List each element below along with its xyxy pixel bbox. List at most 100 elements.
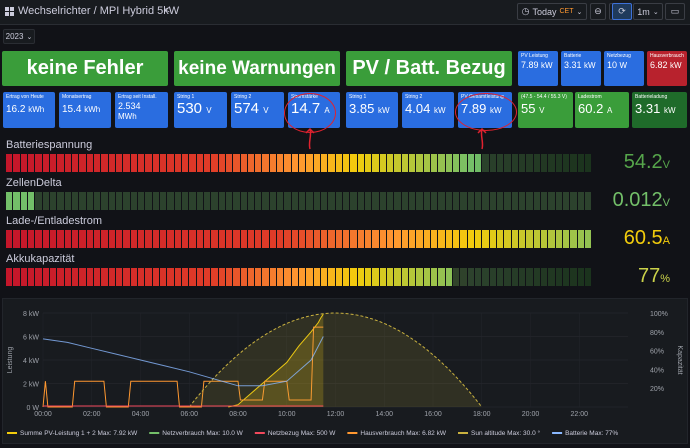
gauge-segment (453, 268, 460, 286)
gauge-segment (255, 268, 262, 286)
stat-label: String 1 (177, 94, 195, 100)
gauge-segment (394, 154, 401, 172)
gauge-segment (416, 154, 423, 172)
gauge-segment (365, 230, 372, 248)
gauge-segment (108, 192, 115, 210)
gauge-segment (174, 192, 181, 210)
x-tick-label: 16:00 (424, 411, 442, 418)
gauge-segment (540, 154, 548, 172)
gauge-segment (504, 230, 511, 248)
gauge-segment (64, 268, 71, 286)
x-tick-label: 00:00 (34, 411, 52, 418)
gauge-segment (504, 268, 511, 286)
x-tick-label: 20:00 (522, 411, 540, 418)
y-tick-label: 2 kW (23, 382, 39, 389)
gauge-segment (277, 192, 284, 210)
gauge-segment (313, 192, 321, 210)
gauge-segment (343, 268, 350, 286)
gauge-segment (335, 192, 343, 210)
gauge-segment (49, 192, 57, 210)
stat-label: Batterieladung (635, 94, 668, 100)
tv-mode-button[interactable]: ▭ (665, 3, 685, 20)
gauge-segment (262, 268, 269, 286)
gauge-segment (13, 230, 20, 248)
gauge-segment (130, 268, 137, 286)
gauge-segment (152, 192, 159, 210)
gauge-segment (555, 230, 562, 248)
zoom-out-button[interactable]: ⊖ (590, 3, 606, 20)
y2-tick-label: 20% (650, 386, 664, 393)
gauge-segment (27, 230, 35, 248)
gauge-segment (13, 268, 20, 286)
gauge-segment (108, 230, 115, 248)
gauge-segment (218, 268, 225, 286)
gauge-segment (562, 154, 570, 172)
gauge-segment (299, 230, 306, 248)
gauge-segment (35, 268, 42, 286)
gauge-segment (379, 154, 387, 172)
gauge-value-cell-delta: 0.012V (612, 189, 670, 211)
gauge-segment (555, 154, 562, 172)
yield-today-panel: Ertrag von Heute 16.2 kWh (3, 92, 55, 128)
legend-label: Summe PV-Leistung 1 + 2 Max: 7.92 kW (20, 430, 138, 437)
gauge-segment (335, 230, 343, 248)
top-bar: Wechselrichter / MPI Hybrid 5kW < ◷ Toda… (0, 0, 690, 25)
gauge-segment (562, 230, 570, 248)
x-tick-label: 12:00 (327, 411, 345, 418)
gauge-segment (86, 154, 93, 172)
stat-value: 60.2 A (578, 101, 613, 116)
gauge-segment (225, 192, 233, 210)
gauge-segment (159, 230, 167, 248)
gauge-segment (467, 192, 474, 210)
gauge-segment (379, 230, 387, 248)
gauge-segment (211, 192, 218, 210)
gauge-segment (115, 268, 123, 286)
gauge-segment (145, 154, 152, 172)
refresh-interval-select[interactable]: 1m ⌄ (633, 3, 663, 20)
gauge-label-cell-delta: ZellenDelta (6, 177, 62, 189)
gauge-segment (57, 192, 64, 210)
power-chart[interactable]: 0 W 2 kW 4 kW 6 kW 8 kW 20% 40% 60% 80% 100% 00:00… (3, 299, 687, 443)
dashboard-title[interactable]: Wechselrichter / MPI Hybrid 5kW (18, 5, 180, 17)
stat-value: 2.534 MWh (118, 101, 141, 121)
gauge-segment (277, 268, 284, 286)
gauge-segment (350, 268, 357, 286)
stat-value: 16.2 kWh (6, 104, 45, 115)
gauge-segment (64, 154, 71, 172)
gauge-segment (145, 268, 152, 286)
gauge-segment (453, 192, 460, 210)
gauge-segment (269, 230, 277, 248)
gauge-segment (401, 192, 409, 210)
gauge-segment (394, 230, 401, 248)
share-icon[interactable]: < (164, 5, 170, 16)
gauge-segment (511, 192, 518, 210)
year-variable-select[interactable]: 2023 ⌄ (3, 29, 35, 44)
gauge-segment (79, 230, 86, 248)
gauge-segment (445, 268, 453, 286)
gauge-segment (247, 268, 255, 286)
stat-label: Ertrag von Heute (6, 94, 44, 100)
gauge-segment (203, 230, 211, 248)
gauge-segment (496, 268, 504, 286)
gauge-value-battery-voltage: 54.2V (623, 151, 670, 173)
gauge-label-battery-capacity: Akkukapazität (6, 253, 75, 265)
stat-value: 10 W (607, 60, 628, 70)
gauge-segment (299, 192, 306, 210)
year-value: 2023 (5, 32, 24, 41)
gauge-segment (387, 268, 394, 286)
gauge-segment (467, 268, 474, 286)
power-timeseries-panel[interactable]: 0 W 2 kW 4 kW 6 kW 8 kW 20% 40% 60% 80% 100% 00:00… (2, 298, 688, 444)
gauge-segment (562, 192, 570, 210)
legend-swatch (149, 432, 160, 434)
y2-tick-label: 100% (650, 311, 668, 318)
refresh-button[interactable]: ⟳ (612, 3, 632, 20)
gauge-segment (570, 230, 577, 248)
gauge-segment (518, 268, 526, 286)
stat-label: PV Leistung (521, 53, 548, 59)
gauge-segment (306, 154, 313, 172)
time-picker-button[interactable]: ◷ Today CET ⌄ (517, 3, 587, 20)
gauge-segment (262, 192, 269, 210)
gauge-segment (460, 230, 467, 248)
y-tick-label: 4 kW (23, 358, 39, 365)
gauge-segment (445, 154, 453, 172)
